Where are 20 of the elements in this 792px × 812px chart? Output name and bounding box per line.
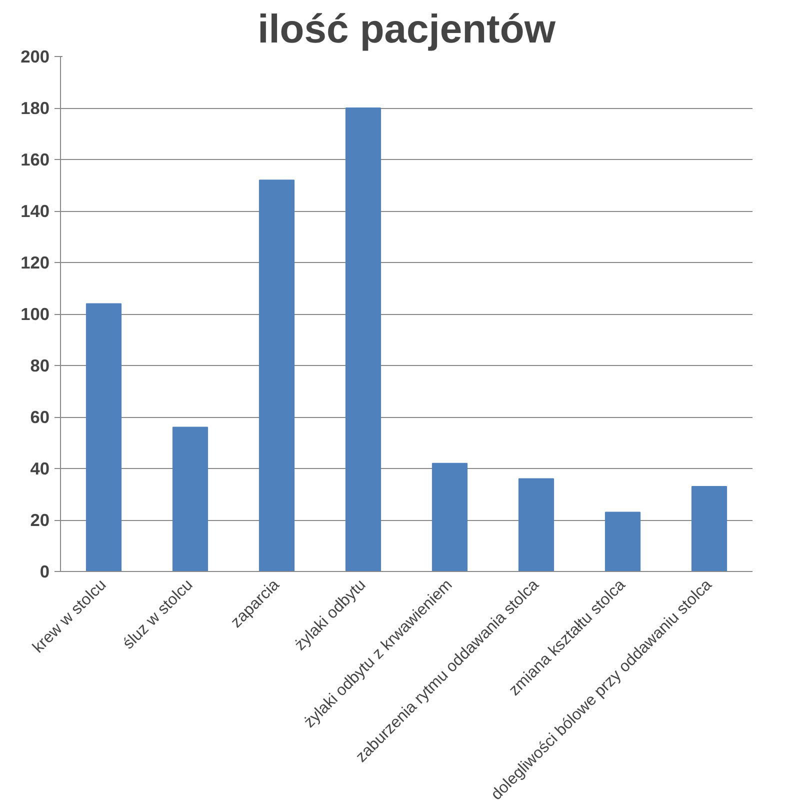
y-tick-label: 40: [30, 458, 50, 478]
y-tick-label: 180: [20, 98, 50, 118]
y-tick-label: 20: [30, 510, 50, 530]
bar: [604, 512, 641, 572]
y-tick-label: 100: [20, 304, 50, 324]
y-tick-label: 80: [30, 356, 50, 376]
bar: [691, 486, 728, 572]
y-tick-label: 200: [20, 46, 50, 66]
chart-title: ilość pacjentów: [258, 8, 556, 52]
y-tick-label: 0: [40, 562, 50, 582]
bar: [432, 462, 468, 572]
y-tick-label: 160: [20, 150, 50, 170]
y-tick-label: 120: [20, 252, 50, 272]
y-tick-label: 140: [20, 201, 50, 221]
bar: [258, 180, 295, 572]
y-tick-label: 60: [30, 407, 50, 427]
bar: [172, 426, 208, 572]
bar: [86, 303, 122, 572]
bar: [345, 108, 382, 572]
bar: [518, 478, 554, 572]
